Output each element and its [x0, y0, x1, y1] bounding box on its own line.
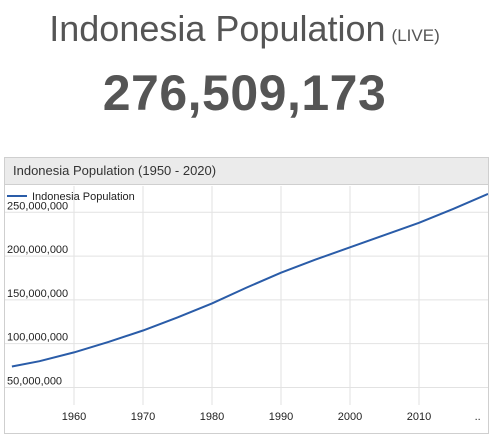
- y-axis: 50,000,000 100,000,000 150,000,000 200,000,…: [7, 200, 68, 387]
- x-tick-label: 2010: [407, 411, 431, 423]
- y-tick-label: 200,000,000: [7, 244, 68, 256]
- y-tick-label: 250,000,000: [7, 200, 68, 212]
- chart-title: Indonesia Population (1950 - 2020): [13, 163, 217, 178]
- line-chart: Indonesia Population 50,000,000 100,000,0…: [5, 186, 488, 423]
- y-tick-label: 150,000,000: [7, 288, 68, 300]
- chart-panel: Indonesia Population (1950 - 2020) Indon…: [4, 157, 489, 434]
- x-tick-label: 1990: [269, 411, 293, 423]
- x-tick-label: 1970: [131, 411, 155, 423]
- live-label: (LIVE): [391, 26, 440, 45]
- chart-legend: Indonesia Population: [7, 191, 135, 203]
- legend-label: Indonesia Population: [32, 191, 135, 203]
- x-tick-label: 1980: [200, 411, 224, 423]
- page-header: Indonesia Population (LIVE) 276,509,173: [0, 0, 489, 130]
- title-text: Indonesia Population: [49, 8, 386, 49]
- chart-grid: [5, 186, 488, 405]
- series-line-indonesia: [11, 192, 488, 368]
- page-title: Indonesia Population (LIVE): [0, 8, 489, 50]
- x-tick-label: 1960: [62, 411, 86, 423]
- y-tick-label: 50,000,000: [7, 375, 62, 387]
- x-axis: 1960 1970 1980 1990 2000 2010..: [62, 411, 481, 423]
- x-tick-label: 2000: [338, 411, 362, 423]
- y-tick-label: 100,000,000: [7, 332, 68, 344]
- x-tick-label: ..: [475, 411, 481, 423]
- chart-header: Indonesia Population (1950 - 2020): [5, 158, 488, 185]
- population-counter: 276,509,173: [102, 65, 387, 121]
